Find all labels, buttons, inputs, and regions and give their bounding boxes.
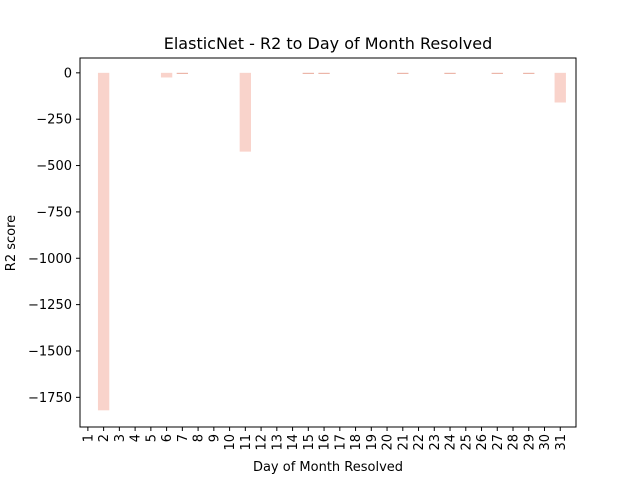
x-tick-label-23: 23 — [428, 434, 443, 451]
bar-day-24 — [444, 72, 456, 74]
bar-day-27 — [491, 72, 503, 74]
y-tick-label: 0 — [64, 66, 72, 81]
y-tick-label: −750 — [36, 205, 72, 220]
x-tick-label-11: 11 — [239, 434, 254, 451]
x-tick-label-27: 27 — [491, 434, 506, 451]
bar-day-16 — [318, 72, 330, 74]
bar-day-15 — [302, 72, 314, 74]
x-tick-label-8: 8 — [192, 434, 207, 442]
x-axis-label: Day of Month Resolved — [253, 460, 403, 475]
bar-day-2 — [97, 72, 110, 411]
y-tick-label: −500 — [36, 159, 72, 174]
x-tick-label-5: 5 — [144, 434, 159, 442]
x-tick-label-1: 1 — [81, 434, 96, 442]
x-tick-label-22: 22 — [412, 434, 427, 451]
y-tick-label: −1750 — [28, 391, 72, 406]
bar-day-11 — [239, 72, 252, 152]
y-tick-label: −1000 — [28, 252, 72, 267]
x-tick-label-31: 31 — [554, 434, 569, 451]
x-tick-label-12: 12 — [255, 434, 270, 451]
y-tick-label: −1250 — [28, 298, 72, 313]
x-tick-label-28: 28 — [507, 434, 522, 451]
y-tick-label: −250 — [36, 113, 72, 128]
x-tick-label-2: 2 — [97, 434, 112, 442]
x-tick-label-26: 26 — [475, 434, 490, 451]
x-tick-label-10: 10 — [223, 434, 238, 451]
x-tick-label-30: 30 — [538, 434, 553, 451]
bar-day-21 — [397, 72, 409, 74]
x-tick-label-9: 9 — [207, 434, 222, 442]
y-axis-label: R2 score — [4, 215, 19, 271]
y-axis-ticks: 0 −250 −500 −750 −1000 −1250 −1500 −1750 — [28, 66, 80, 406]
bars-group — [97, 72, 566, 411]
x-tick-label-16: 16 — [318, 434, 333, 451]
bar-day-29 — [523, 72, 535, 74]
x-tick-label-24: 24 — [444, 434, 459, 451]
x-axis-ticks: 1 2 3 4 5 6 7 8 9 10 11 12 13 14 15 16 17 18 19 20 21 22 23 24 2… — [81, 427, 569, 451]
x-tick-label-18: 18 — [349, 434, 364, 451]
x-tick-label-19: 19 — [365, 434, 380, 451]
y-tick-label: −1500 — [28, 344, 72, 359]
x-tick-label-4: 4 — [129, 434, 144, 442]
x-tick-label-6: 6 — [160, 434, 175, 442]
x-tick-label-15: 15 — [302, 434, 317, 451]
x-tick-label-21: 21 — [396, 434, 411, 451]
x-tick-label-13: 13 — [270, 434, 285, 451]
x-tick-label-20: 20 — [381, 434, 396, 451]
x-tick-label-17: 17 — [333, 434, 348, 451]
x-tick-label-14: 14 — [286, 434, 301, 451]
chart-title: ElasticNet - R2 to Day of Month Resolved — [164, 34, 492, 53]
plot-frame — [79, 57, 577, 428]
bar-day-6 — [160, 72, 173, 78]
x-tick-label-25: 25 — [459, 434, 474, 451]
bar-day-31 — [554, 72, 566, 103]
x-tick-label-29: 29 — [522, 434, 537, 451]
x-tick-label-3: 3 — [113, 434, 128, 442]
bar-day-7 — [176, 72, 189, 74]
x-tick-label-7: 7 — [176, 434, 191, 442]
